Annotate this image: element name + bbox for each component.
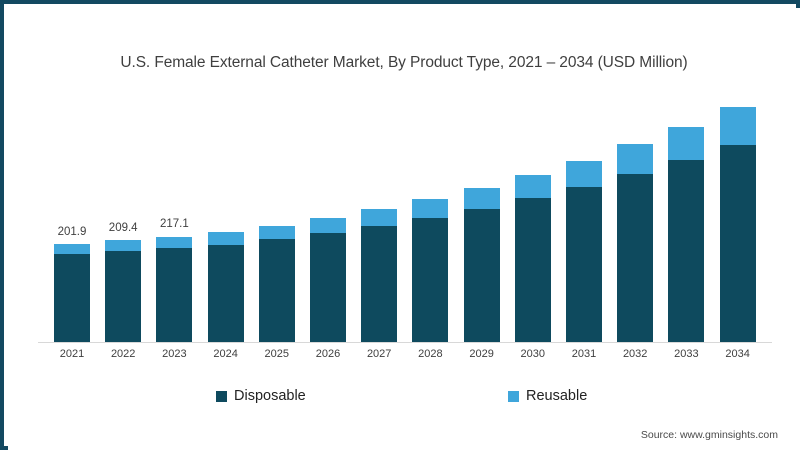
bar-segment-disposable[interactable] [617, 174, 654, 342]
x-axis-tick-2032: 2032 [622, 348, 648, 360]
bar-segment-disposable[interactable] [207, 244, 244, 342]
stacked-bar[interactable] [258, 225, 295, 342]
stacked-bar[interactable] [719, 107, 756, 342]
x-axis-tick-2021: 2021 [59, 348, 85, 360]
page-title: U.S. Female External Catheter Market, By… [120, 54, 688, 71]
bar-segment-disposable[interactable] [361, 226, 398, 342]
legend-swatch-icon [508, 390, 519, 402]
bar-segment-reusable[interactable] [361, 209, 398, 227]
bar-segment-reusable[interactable] [156, 236, 193, 249]
stacked-bar[interactable] [514, 174, 551, 342]
stacked-bar[interactable] [617, 144, 654, 342]
stacked-bar[interactable] [668, 126, 705, 342]
legend-item-reusable[interactable]: Reusable [508, 388, 587, 404]
stacked-bar[interactable] [463, 187, 500, 342]
bar-group-2025[interactable] [258, 8, 295, 342]
bar-group-2027[interactable] [361, 8, 398, 342]
x-axis-tick-2031: 2031 [571, 348, 597, 360]
stacked-bar[interactable] [412, 199, 449, 342]
bar-segment-disposable[interactable] [412, 217, 449, 342]
bar-segment-disposable[interactable] [105, 251, 142, 342]
stacked-bar[interactable] [566, 160, 602, 342]
x-axis-tick-2022: 2022 [110, 348, 136, 360]
bar-value-label: 217.1 [160, 218, 189, 231]
bar-group-2030[interactable] [514, 8, 551, 342]
bar-value-label: 201.9 [57, 225, 87, 238]
bar-segment-disposable[interactable] [719, 145, 756, 342]
bar-segment-reusable[interactable] [54, 243, 90, 255]
source-attribution: Source: www.gminsights.com [640, 429, 778, 441]
bar-group-2033[interactable] [668, 8, 705, 342]
chart-legend: Disposable Reusable [8, 388, 800, 410]
x-axis-tick-2029: 2029 [469, 348, 494, 360]
bar-group-2026[interactable] [310, 8, 346, 342]
bar-group-2024[interactable] [207, 8, 244, 342]
bar-segment-reusable[interactable] [617, 144, 654, 175]
x-axis-tick-2026: 2026 [315, 348, 341, 360]
bar-segment-disposable[interactable] [668, 160, 705, 342]
bar-segment-reusable[interactable] [514, 174, 551, 199]
bar-value-label: 209.4 [108, 222, 138, 235]
bar-segment-reusable[interactable] [258, 225, 295, 240]
bar-segment-disposable[interactable] [258, 239, 295, 342]
bar-group-2032[interactable] [617, 8, 654, 342]
bar-group-2023[interactable] [156, 8, 193, 342]
x-axis-tick-2025: 2025 [264, 348, 290, 360]
bar-segment-reusable[interactable] [668, 126, 705, 161]
bar-segment-disposable[interactable] [463, 208, 500, 342]
bar-segment-reusable[interactable] [719, 107, 756, 146]
bar-segment-disposable[interactable] [310, 233, 346, 342]
bar-group-2028[interactable] [412, 8, 449, 342]
bar-group-2022[interactable] [105, 8, 142, 342]
bar-group-2034[interactable] [719, 8, 756, 342]
bar-group-2029[interactable] [463, 8, 500, 342]
x-axis-tick-2023: 2023 [162, 348, 187, 360]
bar-segment-reusable[interactable] [463, 187, 500, 209]
bar-segment-disposable[interactable] [54, 254, 90, 342]
bar-segment-reusable[interactable] [566, 160, 602, 187]
x-axis-tick-2027: 2027 [366, 348, 392, 360]
x-axis-tick-2033: 2033 [674, 348, 699, 360]
bar-segment-reusable[interactable] [310, 218, 346, 234]
bar-segment-reusable[interactable] [207, 231, 244, 245]
legend-swatch-icon [216, 390, 227, 402]
bar-segment-disposable[interactable] [566, 186, 602, 342]
chart-canvas: U.S. Female External Catheter Market, By… [8, 8, 800, 450]
x-axis-tick-2024: 2024 [213, 348, 238, 360]
bar-segment-reusable[interactable] [105, 240, 142, 252]
legend-item-disposable[interactable]: Disposable [216, 388, 306, 404]
bar-segment-disposable[interactable] [156, 248, 193, 342]
stacked-bar[interactable] [207, 231, 244, 342]
stacked-bar[interactable] [105, 240, 142, 342]
x-axis-line [38, 342, 772, 343]
legend-label: Disposable [234, 388, 306, 404]
plot-area: 201.9 2021 209.4 2022 217.1 2023 2024 2025 2026 2… [8, 8, 800, 450]
stacked-bar[interactable] [361, 209, 398, 342]
bar-segment-reusable[interactable] [412, 199, 449, 218]
legend-label: Reusable [526, 388, 588, 404]
x-axis-tick-2028: 2028 [418, 348, 443, 360]
x-axis-tick-2030: 2030 [520, 348, 546, 360]
bar-group-2031[interactable] [566, 8, 602, 342]
stacked-bar[interactable] [54, 243, 90, 342]
stacked-bar[interactable] [156, 236, 193, 342]
stacked-bar[interactable] [310, 218, 346, 342]
bar-group-2021[interactable] [54, 8, 90, 342]
x-axis-tick-2034: 2034 [725, 348, 750, 360]
bar-segment-disposable[interactable] [514, 198, 551, 342]
